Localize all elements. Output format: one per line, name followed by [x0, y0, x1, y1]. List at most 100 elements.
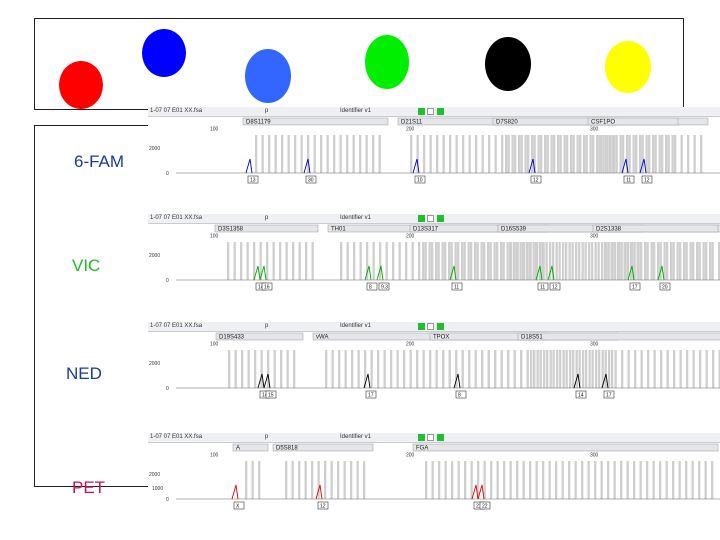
allele-call-box[interactable]: [414, 175, 426, 184]
allele-call-box[interactable]: [317, 501, 329, 510]
marker-name: CSF1PO: [591, 120, 615, 126]
size-tick-label: 200: [406, 453, 415, 459]
allele-call-box[interactable]: [479, 501, 491, 510]
peak: [657, 265, 665, 281]
dye-toggle-2[interactable]: [437, 434, 444, 441]
allele-call-box[interactable]: [549, 282, 561, 291]
panel-header: 1-07 07 E01 XX.fsa p Identifier v1: [148, 107, 720, 117]
panel-p-label: p: [265, 215, 269, 221]
y-scale-zero: 0: [166, 386, 169, 392]
size-tick-label: 100: [210, 342, 219, 348]
dye-toggle-1[interactable]: [427, 108, 434, 115]
panel-p-label: p: [265, 323, 269, 329]
marker-name: A: [236, 446, 240, 452]
size-tick-label: 200: [406, 342, 415, 348]
dye-toggle-0[interactable]: [418, 323, 425, 330]
identifier-label: Identifier v1: [340, 434, 372, 440]
electropherogram-panel-vic: 1-07 07 E01 XX.fsa p Identifier v1 D3S1358 T…: [148, 214, 720, 306]
allele-call-label: 17: [368, 393, 374, 399]
marker-bar: [412, 443, 719, 452]
dye-toggle-0[interactable]: [418, 215, 425, 222]
light-blue-dye-dot: [245, 49, 291, 103]
allele-call-label: 12: [644, 178, 650, 184]
size-tick-label: 100: [210, 234, 219, 240]
peak: [601, 373, 609, 389]
allele-call-box[interactable]: [603, 390, 615, 399]
peak: [477, 484, 485, 500]
sample-file-name: 1-07 07 E01 XX.fsa: [150, 434, 203, 440]
marker-bar: [592, 224, 719, 233]
panel-header: 1-07 07 E01 XX.fsa p Identifier v1: [148, 214, 720, 224]
yellow-dye-dot: [605, 41, 651, 93]
black-dye-dot: [485, 37, 531, 91]
peak: [627, 265, 635, 281]
marker-name: D7S820: [496, 120, 518, 126]
allele-call-label: 13: [250, 178, 256, 184]
electropherogram-panel-pet: 1-07 07 E01 XX.fsa p Identifier v1 A D5S818 F…: [148, 433, 720, 525]
allele-call-box[interactable]: [378, 282, 390, 291]
peak: [453, 373, 461, 389]
allele-call-label: 17: [632, 285, 638, 291]
panel-header: 1-07 07 E01 XX.fsa p Identifier v1: [148, 322, 720, 332]
allele-call-box[interactable]: [305, 175, 317, 184]
allele-call-label: 11: [626, 178, 631, 184]
red-dye-dot: [59, 61, 103, 109]
allele-call-label: 12: [320, 504, 326, 510]
allele-call-box[interactable]: [261, 282, 273, 291]
peak: [547, 265, 555, 281]
dye-toggle-0[interactable]: [418, 434, 425, 441]
trace-plot: D8S1179 D21S11 D7S820 CSF1PO 100 200 300 2000 0 1…: [149, 117, 720, 184]
identifier-label: Identifier v1: [340, 323, 372, 329]
peak: [376, 265, 384, 281]
marker-bar: [232, 443, 269, 452]
peak: [259, 265, 267, 281]
peak: [639, 158, 647, 174]
allele-call-label: 16: [264, 285, 270, 291]
allele-call-label: 12: [552, 285, 558, 291]
allele-call-box[interactable]: [530, 175, 542, 184]
peak: [363, 373, 371, 389]
dye-toggle-2[interactable]: [437, 323, 444, 330]
allele-call-label: 11: [454, 285, 459, 291]
allele-call-box[interactable]: [641, 175, 653, 184]
allele-call-box[interactable]: [575, 390, 587, 399]
size-tick-label: 100: [210, 453, 219, 459]
marker-name: TH01: [331, 227, 346, 233]
identifier-label: Identifier v1: [340, 215, 372, 221]
marker-name: TPOX: [433, 335, 449, 341]
dye-toggle-2[interactable]: [437, 215, 444, 222]
marker-name: D8S1179: [246, 120, 271, 126]
marker-bar: [272, 443, 374, 452]
allele-call-box[interactable]: [365, 390, 377, 399]
marker-name: D19S433: [219, 335, 245, 341]
dye-toggle-1[interactable]: [427, 323, 434, 330]
allele-call-box[interactable]: [247, 175, 259, 184]
size-tick-label: 300: [590, 453, 599, 459]
peak: [253, 265, 261, 281]
allele-call-box[interactable]: [537, 282, 549, 291]
allele-call-label: X: [236, 504, 240, 510]
allele-call-box[interactable]: [233, 501, 245, 510]
dye-toggle-1[interactable]: [427, 215, 434, 222]
peak: [315, 484, 323, 500]
dye-toggle-1[interactable]: [427, 434, 434, 441]
peak: [231, 484, 239, 500]
dye-toggle-2[interactable]: [437, 108, 444, 115]
y-scale-max: 2000: [149, 472, 160, 478]
y-scale-max: 2000: [149, 253, 160, 259]
allele-call-box[interactable]: [366, 282, 378, 291]
size-tick-label: 300: [590, 342, 599, 348]
panel-p-label: p: [265, 108, 269, 114]
allele-call-box[interactable]: [659, 282, 671, 291]
allele-call-box[interactable]: [455, 390, 467, 399]
dye-toggle-0[interactable]: [418, 108, 425, 115]
allele-call-box[interactable]: [265, 390, 277, 399]
allele-call-box[interactable]: [623, 175, 635, 184]
allele-call-box[interactable]: [451, 282, 463, 291]
peak: [573, 373, 581, 389]
allele-call-label: 14: [258, 285, 264, 291]
allele-call-label: 14: [578, 393, 584, 399]
allele-call-box[interactable]: [629, 282, 641, 291]
